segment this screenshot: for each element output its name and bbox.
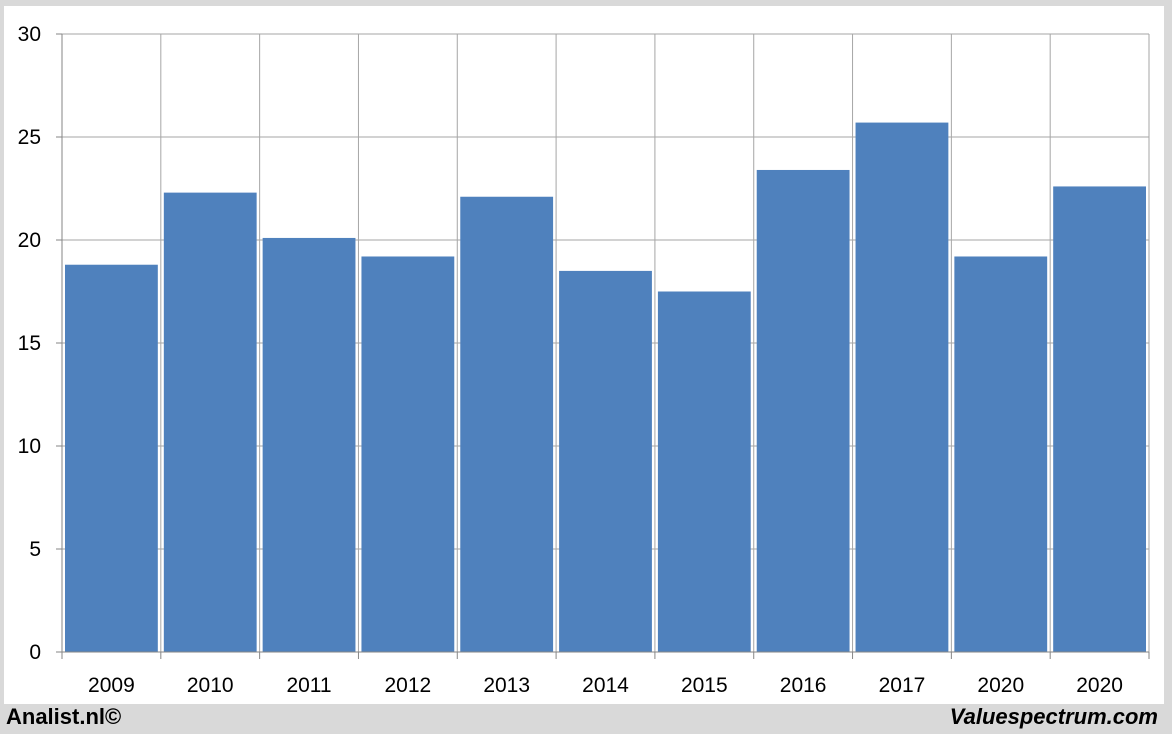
x-tick-label: 2009 [88, 674, 135, 697]
x-tick-label: 2020 [977, 674, 1024, 697]
bar-2020 [1053, 186, 1146, 652]
y-tick-label: 5 [29, 538, 41, 561]
bar-2009 [65, 264, 158, 652]
x-tick-label: 2012 [385, 674, 432, 697]
y-tick-label: 10 [18, 435, 41, 458]
bar-2015 [657, 291, 751, 652]
bar-2011 [262, 237, 356, 652]
y-tick-label: 15 [18, 332, 41, 355]
bar-2010 [163, 192, 257, 652]
x-tick-label: 2015 [681, 674, 728, 697]
x-tick-label: 2013 [483, 674, 530, 697]
source-label-left: Analist.nl© [6, 704, 122, 729]
bar-2012 [361, 256, 455, 652]
y-tick-label: 20 [18, 229, 41, 252]
source-label-right: Valuespectrum.com [949, 704, 1158, 729]
x-tick-label: 2011 [286, 674, 331, 697]
x-tick-label: 2017 [879, 674, 926, 697]
bar-2020 [954, 256, 1048, 652]
bar-2016 [756, 169, 850, 652]
x-tick-label: 2014 [582, 674, 629, 697]
bar-2014 [559, 270, 652, 652]
x-tick-label: 2020 [1076, 674, 1123, 697]
y-tick-label: 30 [18, 23, 41, 46]
x-tick-label: 2010 [187, 674, 234, 697]
y-tick-label: 0 [29, 641, 41, 664]
y-tick-label: 25 [18, 126, 41, 149]
bar-2017 [855, 122, 949, 652]
bar-2013 [460, 196, 554, 653]
x-tick-label: 2016 [780, 674, 827, 697]
